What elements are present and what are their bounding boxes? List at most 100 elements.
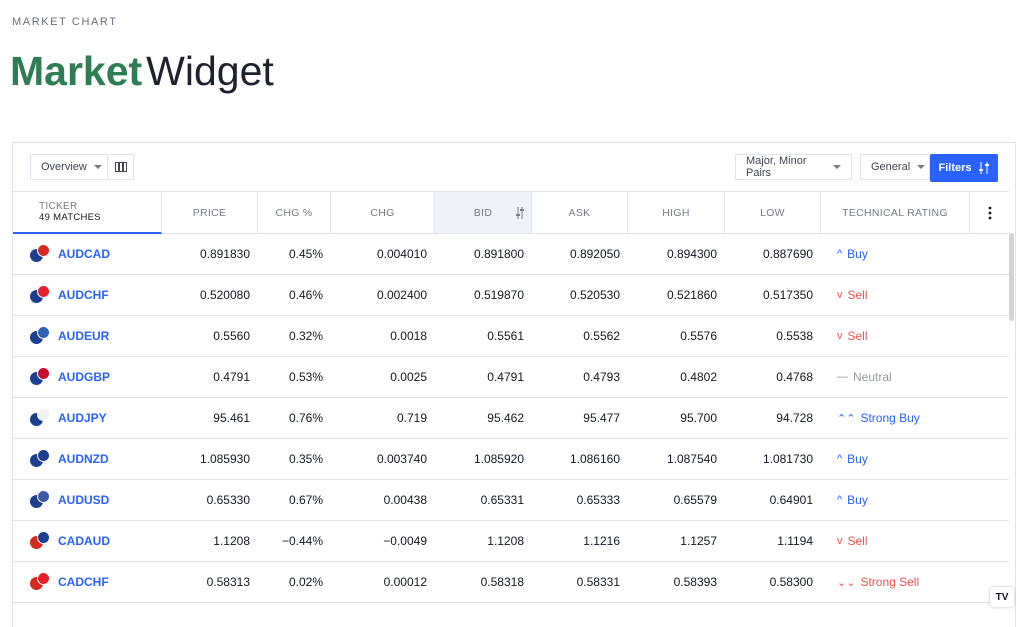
column-low[interactable]: LOW: [725, 192, 821, 233]
low-cell: 1.1194: [777, 534, 813, 548]
ask-cell: 0.520530: [569, 288, 620, 302]
bid-cell: 0.5561: [487, 329, 524, 343]
technical-rating-cell: — Neutral: [837, 357, 977, 397]
technical-rating-cell: ⌄⌄ Strong Sell: [837, 562, 977, 602]
column-price[interactable]: PRICE: [162, 192, 258, 233]
column-chg-pct[interactable]: CHG %: [258, 192, 331, 233]
symbol-cell[interactable]: AUDJPY: [29, 398, 164, 438]
symbol-cell[interactable]: AUDEUR: [29, 316, 164, 356]
high-cell: 1.087540: [666, 452, 717, 466]
toolbar: Overview Major, Minor Pairs General Filt…: [13, 143, 1015, 191]
table-row[interactable]: AUDJPY 95.461 0.76% 0.719 95.462 95.477 95.700…: [13, 398, 1009, 439]
symbol-cell[interactable]: AUDUSD: [29, 480, 164, 520]
high-cell: 0.58393: [673, 575, 717, 589]
pairs-label: Major, Minor Pairs: [746, 155, 807, 179]
symbol-link[interactable]: AUDCHF: [58, 288, 109, 302]
symbol-link[interactable]: AUDCAD: [58, 247, 110, 261]
table-body: AUDCAD 0.891830 0.45% 0.004010 0.891800 0.892…: [13, 234, 1009, 603]
tradingview-logo[interactable]: TV: [990, 587, 1014, 607]
column-chg[interactable]: CHG: [331, 192, 435, 233]
filters-button[interactable]: Filters: [930, 154, 998, 182]
chg-cell: 0.719: [396, 411, 427, 425]
rating-label: Buy: [847, 452, 868, 466]
matches-count: 49 MATCHES: [39, 212, 101, 223]
column-ask[interactable]: ASK: [532, 192, 628, 233]
chg-cell: 0.002400: [376, 288, 427, 302]
sort-icon: [516, 206, 524, 219]
symbol-link[interactable]: AUDEUR: [58, 329, 110, 343]
chg-cell: 0.00438: [383, 493, 427, 507]
scrollbar[interactable]: [1009, 233, 1014, 321]
ask-cell: 0.4793: [583, 370, 620, 384]
eyebrow-label: MARKET CHART: [12, 16, 118, 28]
currency-flag-icon: [29, 408, 51, 428]
chevron-down-icon: [917, 165, 926, 169]
bid-cell: 0.65331: [480, 493, 524, 507]
price-cell: 0.58313: [206, 575, 250, 589]
technical-rating-cell: v Sell: [837, 275, 977, 315]
ask-cell: 0.65333: [576, 493, 620, 507]
chevron-down-icon: ⌄⌄: [837, 576, 856, 589]
table-row[interactable]: AUDCHF 0.520080 0.46% 0.002400 0.519870 0.520…: [13, 275, 1009, 316]
symbol-cell[interactable]: CADAUD: [29, 521, 164, 561]
chevron-down-icon: v: [837, 330, 843, 342]
chevron-down-icon: [93, 165, 102, 169]
table-row[interactable]: AUDCAD 0.891830 0.45% 0.004010 0.891800 0.892…: [13, 234, 1009, 275]
symbol-cell[interactable]: CADCHF: [29, 562, 164, 602]
general-dropdown[interactable]: General: [860, 154, 930, 180]
table-row[interactable]: CADAUD 1.1208 −0.44% −0.0049 1.1208 1.1216 1.1…: [13, 521, 1009, 562]
symbol-link[interactable]: AUDJPY: [58, 411, 107, 425]
technical-rating-cell: ^ Buy: [837, 439, 977, 479]
rating-label: Sell: [847, 534, 868, 548]
table-row[interactable]: AUDGBP 0.4791 0.53% 0.0025 0.4791 0.4793 0.480…: [13, 357, 1009, 398]
pairs-dropdown[interactable]: Major, Minor Pairs: [735, 154, 852, 180]
low-cell: 0.5538: [776, 329, 813, 343]
rating-label: Neutral: [853, 370, 892, 384]
column-high[interactable]: HIGH: [628, 192, 725, 233]
chevron-up-icon: ^: [837, 248, 843, 260]
symbol-cell[interactable]: AUDGBP: [29, 357, 164, 397]
symbol-link[interactable]: AUDGBP: [58, 370, 111, 384]
rating-label: Buy: [847, 247, 868, 261]
symbol-cell[interactable]: AUDCHF: [29, 275, 164, 315]
symbol-cell[interactable]: AUDNZD: [29, 439, 164, 479]
column-ticker[interactable]: TICKER 49 MATCHES: [13, 192, 162, 234]
bid-cell: 1.1208: [487, 534, 524, 548]
symbol-link[interactable]: CADCHF: [58, 575, 109, 589]
currency-flag-icon: [29, 449, 51, 469]
chg-pct-cell: 0.67%: [288, 493, 323, 507]
chevron-down-icon: [833, 165, 841, 169]
symbol-cell[interactable]: AUDCAD: [29, 234, 164, 274]
rating-label: Buy: [847, 493, 868, 507]
column-bid[interactable]: BID: [435, 192, 532, 233]
table-row[interactable]: CADCHF 0.58313 0.02% 0.00012 0.58318 0.58331 0…: [13, 562, 1009, 603]
high-cell: 95.700: [680, 411, 717, 425]
chg-cell: 0.0025: [390, 370, 427, 384]
currency-flag-icon: [29, 531, 51, 551]
symbol-link[interactable]: CADAUD: [58, 534, 110, 548]
chg-cell: −0.0049: [383, 534, 427, 548]
chevron-up-icon: ^: [837, 453, 843, 465]
bid-cell: 0.58318: [480, 575, 524, 589]
ask-cell: 0.892050: [569, 247, 620, 261]
low-cell: 1.081730: [762, 452, 813, 466]
column-technical-rating[interactable]: TECHNICAL RATING: [821, 192, 970, 233]
filters-label: Filters: [938, 162, 972, 174]
high-cell: 1.1257: [680, 534, 717, 548]
symbol-link[interactable]: AUDNZD: [58, 452, 109, 466]
overview-dropdown[interactable]: Overview: [30, 154, 108, 180]
chg-cell: 0.0018: [390, 329, 427, 343]
symbol-link[interactable]: AUDUSD: [58, 493, 110, 507]
table-header: TICKER 49 MATCHES PRICE CHG % CHG BID AS…: [13, 191, 1009, 234]
table-row[interactable]: AUDUSD 0.65330 0.67% 0.00438 0.65331 0.65333 0…: [13, 480, 1009, 521]
table-row[interactable]: AUDNZD 1.085930 0.35% 0.003740 1.085920 1.086…: [13, 439, 1009, 480]
price-cell: 0.65330: [206, 493, 250, 507]
ask-cell: 95.477: [583, 411, 620, 425]
bid-cell: 0.519870: [473, 288, 524, 302]
more-options-icon[interactable]: [970, 192, 1009, 233]
low-cell: 0.64901: [769, 493, 813, 507]
low-cell: 0.4768: [776, 370, 813, 384]
table-row[interactable]: AUDEUR 0.5560 0.32% 0.0018 0.5561 0.5562 0.557…: [13, 316, 1009, 357]
technical-rating-cell: ^ Buy: [837, 234, 977, 274]
columns-icon[interactable]: [108, 154, 134, 180]
